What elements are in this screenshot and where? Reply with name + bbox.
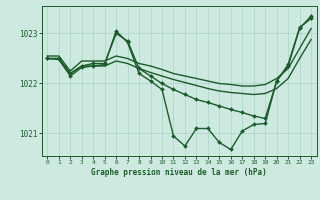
X-axis label: Graphe pression niveau de la mer (hPa): Graphe pression niveau de la mer (hPa) — [91, 168, 267, 177]
